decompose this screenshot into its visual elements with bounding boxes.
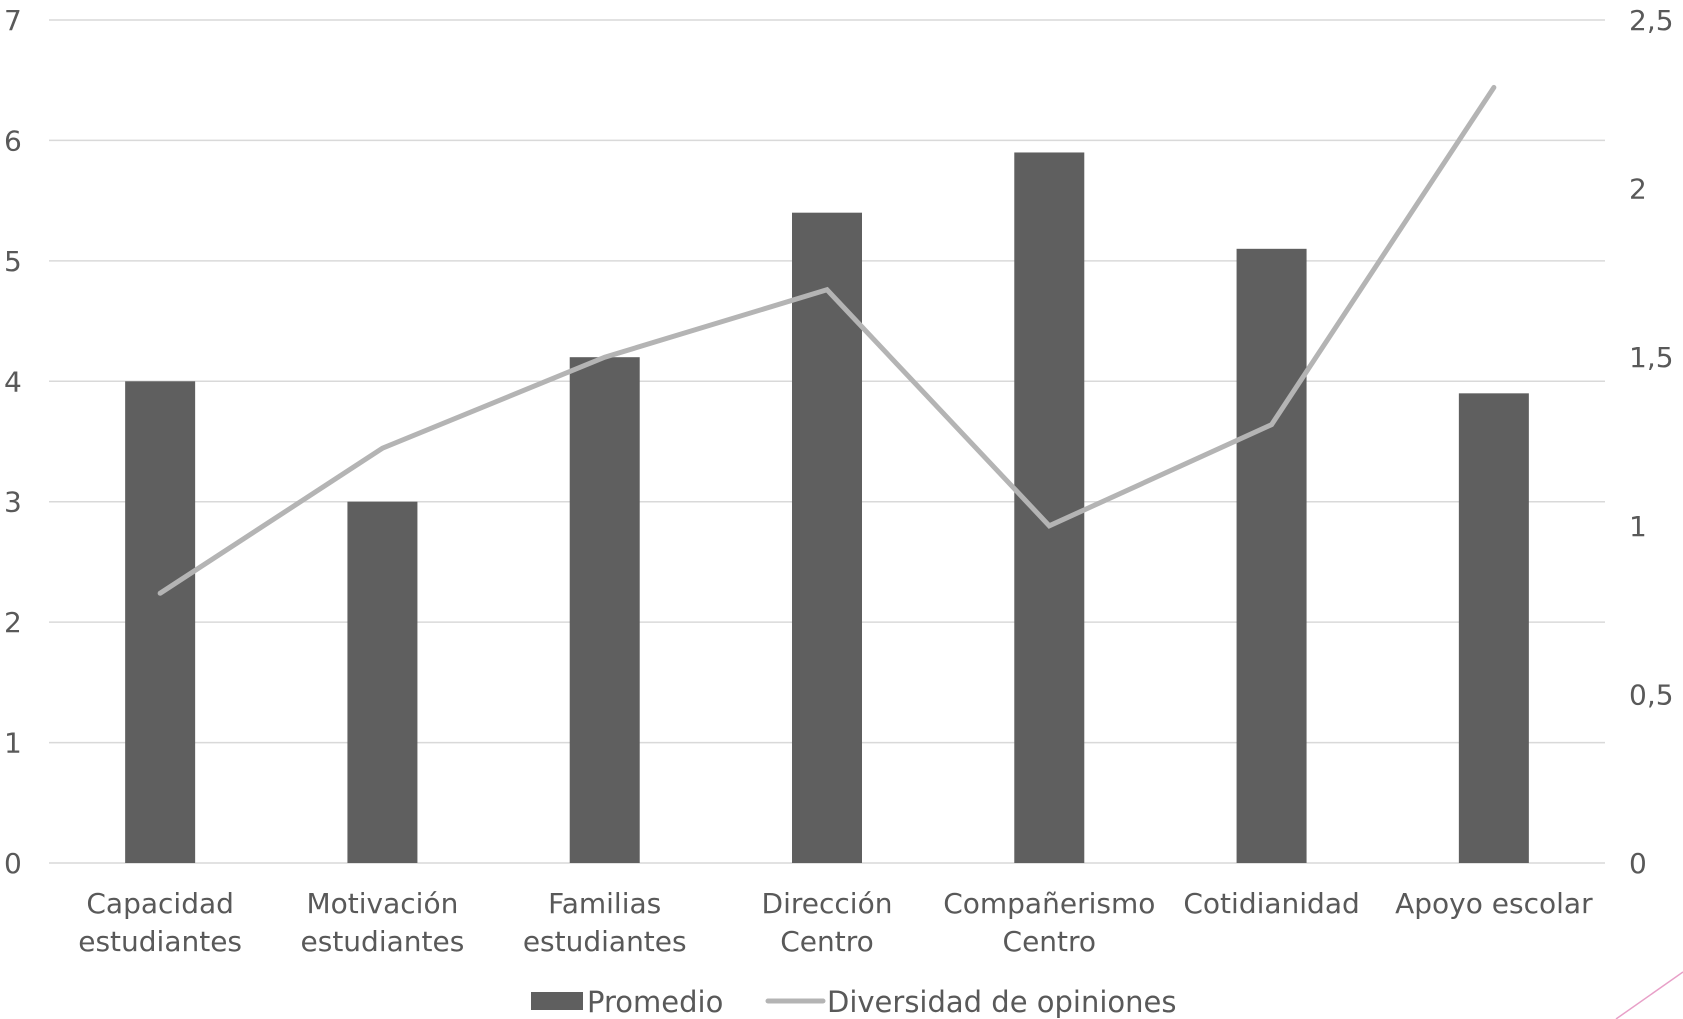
- x-tick-label: Familias estudiantes: [523, 887, 687, 958]
- bar: [792, 212, 862, 863]
- x-tick-label: Compañerismo Centro: [943, 887, 1155, 958]
- y-left-tick-label: 3: [4, 486, 22, 519]
- bar: [569, 357, 640, 863]
- line-series-diversidad: [157, 84, 1497, 596]
- legend-label-diversidad: Diversidad de opiniones: [827, 985, 1176, 1019]
- bar: [1236, 248, 1307, 864]
- y-left-tick-label: 2: [4, 606, 22, 639]
- y-axis-left: 0 1 2 3 4 5 6 7: [4, 4, 22, 880]
- x-tick-label: Motivación estudiantes: [301, 887, 465, 958]
- decorative-corner-line: [1615, 971, 1683, 1019]
- x-tick-label: Apoyo escolar: [1395, 887, 1593, 920]
- y-left-tick-label: 0: [4, 847, 22, 880]
- legend-label-promedio: Promedio: [587, 985, 723, 1019]
- x-tick-label: Dirección Centro: [762, 887, 893, 958]
- y-axis-right: 0 0,5 1 1,5 2 2,5: [1629, 4, 1674, 880]
- x-tick-label: Capacidad estudiantes: [78, 887, 242, 958]
- bar: [347, 501, 418, 863]
- y-right-tick-label: 2: [1629, 173, 1647, 206]
- y-left-tick-label: 7: [4, 4, 22, 37]
- y-right-tick-label: 2,5: [1629, 4, 1674, 37]
- bar: [1458, 393, 1529, 863]
- y-right-tick-label: 1: [1629, 510, 1647, 543]
- y-left-tick-label: 4: [4, 365, 22, 398]
- x-axis-categories: Capacidad estudiantes Motivación estudiante…: [78, 887, 1593, 958]
- y-right-tick-label: 1,5: [1629, 341, 1674, 374]
- y-left-tick-label: 6: [4, 124, 22, 157]
- bar: [1014, 152, 1085, 863]
- y-right-tick-label: 0: [1629, 847, 1647, 880]
- legend: Promedio Diversidad de opiniones: [531, 985, 1176, 1019]
- y-right-tick-label: 0,5: [1629, 678, 1674, 711]
- y-left-tick-label: 1: [4, 727, 22, 760]
- bar-series-promedio: [125, 152, 1529, 864]
- x-tick-label: Cotidianidad: [1183, 887, 1359, 920]
- y-left-tick-label: 5: [4, 245, 22, 278]
- legend-swatch-promedio: [531, 992, 583, 1010]
- bar: [125, 381, 196, 863]
